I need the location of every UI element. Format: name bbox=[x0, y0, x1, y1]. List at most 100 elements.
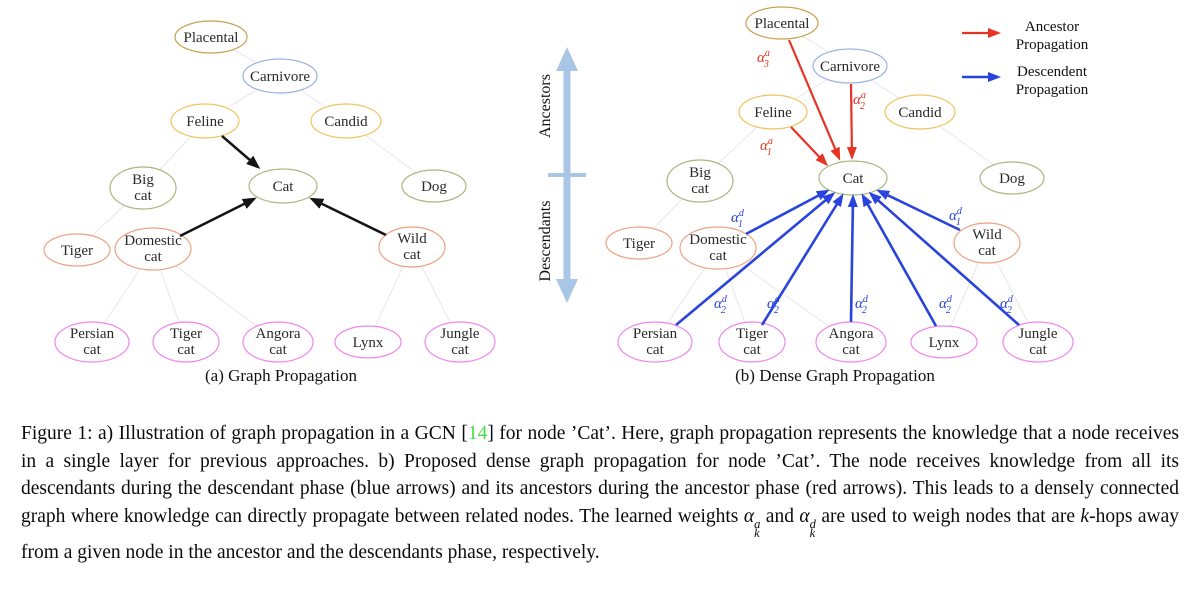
node-candid-b-ellipse bbox=[884, 94, 956, 130]
panel-b-descendent-arrows bbox=[675, 189, 1020, 327]
node-domestic-b: Domestic cat bbox=[679, 226, 757, 270]
node-carnivore-a: Carnivore bbox=[242, 58, 318, 94]
node-domestic-a: Domestic cat bbox=[114, 227, 192, 271]
red-arrow-placental-to-cat bbox=[787, 39, 841, 161]
weight-alpha2-d-angora: αd 2 bbox=[855, 294, 869, 316]
node-wild-a-label: Wild cat bbox=[397, 231, 427, 263]
node-tigercat-b-label: Tiger cat bbox=[736, 326, 768, 358]
node-persian-b: Persian cat bbox=[617, 321, 693, 363]
node-wild-b-label: Wild cat bbox=[972, 227, 1002, 259]
node-persian-a-ellipse bbox=[54, 321, 130, 363]
node-feline-b: Feline bbox=[738, 94, 808, 130]
alpha-a-sub: k bbox=[754, 526, 760, 541]
node-tigercat-a-label: Tiger cat bbox=[170, 326, 202, 358]
blue-arrow-wild-to-cat bbox=[876, 189, 961, 232]
arrow-wild-to-cat bbox=[309, 197, 387, 237]
alpha-d-sub: k bbox=[809, 526, 816, 541]
subcaption-a: (a) Graph Propagation bbox=[204, 366, 357, 385]
node-lynx-b-label: Lynx bbox=[929, 335, 960, 351]
caption-seg1: Figure 1: a) Illustration of graph propa… bbox=[21, 423, 468, 444]
node-jungle-a-label: Jungle cat bbox=[440, 326, 480, 358]
node-candid-a: Candid bbox=[310, 103, 382, 139]
node-tigercat-a: Tiger cat bbox=[152, 321, 220, 363]
node-lynx-b: Lynx bbox=[910, 325, 978, 359]
node-lynx-a-label: Lynx bbox=[353, 335, 384, 351]
panel-a-propagation-arrows bbox=[179, 135, 387, 238]
node-tiger-b-ellipse bbox=[605, 226, 673, 260]
blue-arrow-domestic-to-cat bbox=[745, 189, 830, 236]
node-lynx-a-ellipse bbox=[334, 325, 402, 359]
alpha-d-base: α bbox=[799, 505, 810, 527]
node-carnivore-b-label: Carnivore bbox=[820, 59, 880, 75]
node-tiger-b-label: Tiger bbox=[623, 236, 655, 252]
node-carnivore-b: Carnivore bbox=[812, 48, 888, 84]
arrow-domestic-to-cat bbox=[179, 197, 257, 238]
node-placental-b-ellipse bbox=[745, 6, 819, 40]
node-tiger-b: Tiger bbox=[605, 226, 673, 260]
node-tiger-a-label: Tiger bbox=[61, 243, 93, 259]
node-angora-a: Angora cat bbox=[242, 321, 314, 363]
panel-a: Placental Carnivore Feline Candid Big cat… bbox=[43, 20, 496, 363]
node-tigercat-a-ellipse bbox=[152, 321, 220, 363]
node-placental-a-label: Placental bbox=[184, 30, 239, 46]
node-lynx-b-ellipse bbox=[910, 325, 978, 359]
node-persian-a-label: Persian cat bbox=[70, 326, 115, 358]
node-placental-b-label: Placental bbox=[755, 16, 810, 32]
node-feline-a-label: Feline bbox=[186, 114, 224, 130]
blue-arrow-persian-to-cat bbox=[675, 192, 836, 326]
node-dog-b: Dog bbox=[979, 161, 1045, 195]
caption-seg5: -hops away from a given node in the ance… bbox=[21, 505, 1180, 563]
node-domestic-a-label: Domestic cat bbox=[124, 233, 182, 265]
weight-alpha1-d-left: αd 1 bbox=[731, 208, 745, 230]
node-domestic-b-label: Domestic cat bbox=[689, 232, 747, 264]
node-candid-a-label: Candid bbox=[324, 114, 368, 130]
blue-arrow-angora-to-cat bbox=[847, 194, 858, 323]
node-tiger-a: Tiger bbox=[43, 233, 111, 267]
node-dog-b-label: Dog bbox=[999, 171, 1025, 187]
red-arrow-carnivore-to-cat bbox=[846, 83, 857, 160]
panel-b-weight-labels: αa 3 αa 2 αa 1 αd 1 αd 1 αd 2 αd 2 αd 2 αd 2 αd 2 bbox=[714, 48, 1014, 316]
weight-alpha1-a: αa 1 bbox=[760, 136, 773, 158]
weight-alpha2-d-persian: αd 2 bbox=[714, 294, 728, 316]
node-bigcat-b-label: Big cat bbox=[689, 165, 711, 197]
node-carnivore-b-ellipse bbox=[812, 48, 888, 84]
weight-alpha2-d-jungle: αd 2 bbox=[1000, 294, 1014, 316]
legend-ancestor-label: Ancestor Propagation bbox=[1016, 19, 1089, 53]
alpha-d-sup: d bbox=[809, 516, 816, 531]
node-carnivore-a-ellipse bbox=[242, 58, 318, 94]
panel-a-nodes: Placental Carnivore Feline Candid Big cat… bbox=[43, 20, 496, 363]
panel-b: Placental Carnivore Feline Candid Big cat… bbox=[605, 6, 1074, 363]
node-wild-a-ellipse bbox=[378, 226, 446, 268]
node-dog-b-ellipse bbox=[979, 161, 1045, 195]
node-candid-b: Candid bbox=[884, 94, 956, 130]
caption-seg3: and bbox=[760, 505, 800, 527]
alpha-a-sup: a bbox=[754, 516, 761, 531]
node-domestic-b-ellipse bbox=[679, 226, 757, 270]
node-placental-b: Placental bbox=[745, 6, 819, 40]
node-feline-a-ellipse bbox=[170, 103, 240, 139]
node-dog-a-label: Dog bbox=[421, 179, 447, 195]
node-angora-a-ellipse bbox=[242, 321, 314, 363]
axis-ancestors-descendants: Ancestors Descendants bbox=[537, 47, 586, 303]
citation-14-link[interactable]: 14 bbox=[467, 423, 488, 444]
node-jungle-b: Jungle cat bbox=[1002, 321, 1074, 363]
legend: Ancestor Propagation Descendent Propagatio… bbox=[962, 19, 1089, 98]
node-persian-a: Persian cat bbox=[54, 321, 130, 363]
subcaption-b: (b) Dense Graph Propagation bbox=[735, 366, 935, 385]
node-angora-b-label: Angora cat bbox=[829, 326, 874, 358]
node-carnivore-a-label: Carnivore bbox=[250, 69, 310, 85]
node-jungle-b-ellipse bbox=[1002, 321, 1074, 363]
blue-arrow-jungle-to-cat bbox=[868, 192, 1020, 326]
node-domestic-a-ellipse bbox=[114, 227, 192, 271]
node-candid-a-ellipse bbox=[310, 103, 382, 139]
weight-alpha3-a: αa 3 bbox=[757, 48, 770, 70]
panel-b-ancestor-arrows bbox=[787, 39, 857, 167]
node-tigercat-b: Tiger cat bbox=[718, 321, 786, 363]
node-persian-b-ellipse bbox=[617, 321, 693, 363]
node-jungle-b-label: Jungle cat bbox=[1018, 326, 1058, 358]
node-candid-b-label: Candid bbox=[898, 105, 942, 121]
node-bigcat-b-ellipse bbox=[666, 159, 734, 203]
node-angora-b: Angora cat bbox=[815, 321, 887, 363]
